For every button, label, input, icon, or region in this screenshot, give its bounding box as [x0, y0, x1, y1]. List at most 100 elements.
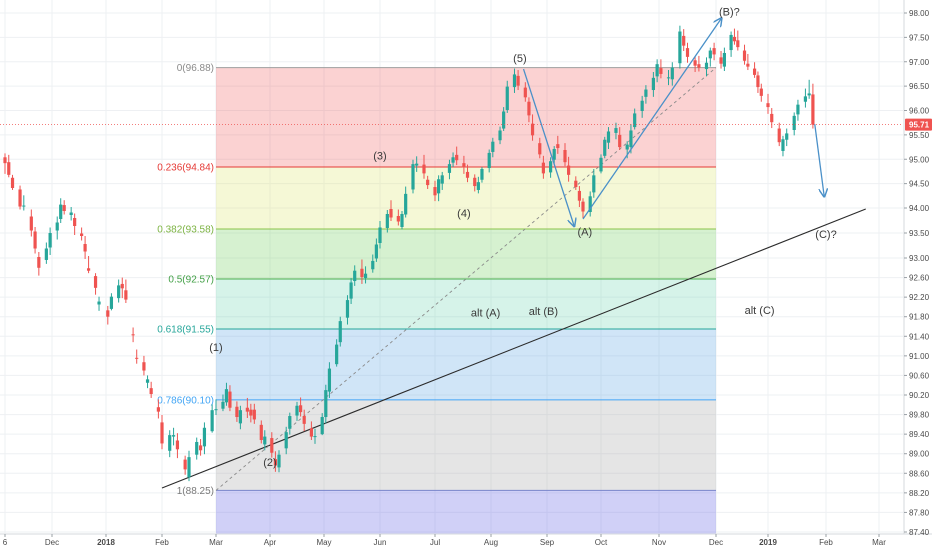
time-tick-label: Oct	[595, 538, 608, 547]
candle-body	[752, 68, 757, 75]
time-tick-label: May	[316, 538, 331, 547]
candle-body	[625, 144, 629, 150]
candle	[708, 47, 712, 67]
candle	[574, 176, 578, 190]
candle	[29, 209, 33, 237]
candle-body	[811, 94, 815, 125]
candle	[678, 25, 682, 69]
candle	[302, 409, 306, 432]
candle	[606, 127, 611, 150]
candle-body	[363, 273, 368, 279]
candle-body	[588, 196, 592, 212]
candle	[187, 450, 191, 482]
candle-body	[746, 63, 750, 67]
price-tick-label: 90.20	[909, 391, 930, 400]
candle-body	[732, 36, 737, 42]
candle-body	[389, 209, 393, 218]
price-tick-label: 89.80	[909, 411, 930, 420]
candle	[592, 169, 596, 198]
price-tick-label: 89.00	[909, 450, 930, 459]
fib-level-label: 0.5(92.57)	[168, 275, 214, 286]
price-tick-label: 89.40	[909, 430, 930, 439]
candle-body	[135, 357, 139, 359]
candle	[7, 154, 11, 178]
time-tick-label: Dec	[709, 538, 723, 547]
projection-arrows[interactable]	[522, 19, 825, 226]
candle	[633, 108, 637, 130]
candle-body	[284, 432, 288, 449]
candle	[135, 349, 139, 364]
candle-body	[48, 233, 52, 248]
fib-level-label: 0.618(91.55)	[157, 324, 214, 335]
fib-zone	[216, 229, 716, 280]
candle-body	[33, 231, 37, 249]
candle	[796, 99, 800, 121]
candle	[527, 97, 531, 123]
candle-body	[360, 268, 364, 278]
candle-body	[666, 77, 671, 79]
price-tick-label: 91.00	[909, 352, 930, 361]
candle-body	[214, 409, 218, 411]
candle-body	[614, 128, 618, 133]
candle-body	[142, 362, 146, 371]
candle-body	[259, 424, 263, 441]
candle-body	[44, 248, 48, 260]
trendlines[interactable]	[161, 67, 866, 491]
projection-arrow[interactable]	[814, 124, 824, 196]
candle	[670, 62, 674, 86]
candle	[465, 164, 470, 183]
candle-body	[541, 162, 545, 174]
price-tick-label: 98.00	[909, 9, 930, 18]
candle	[263, 430, 267, 451]
candle-body	[97, 301, 101, 305]
candle	[396, 209, 400, 226]
candle	[48, 227, 52, 255]
candle-body	[86, 268, 91, 271]
candle	[338, 316, 342, 347]
candle	[722, 47, 726, 72]
price-tick-label: 95.50	[909, 131, 930, 140]
candle	[693, 56, 697, 72]
fibonacci-retracement[interactable]: 0(96.88) 0.236(94.84) 0.382(93.58) 0.5(92.5…	[157, 63, 716, 555]
projection-arrow[interactable]	[582, 19, 721, 220]
candle-body	[530, 123, 535, 136]
wave-label: alt (B)	[529, 306, 558, 318]
candle-body	[245, 407, 249, 412]
trendline-channel[interactable]	[215, 67, 717, 491]
candle	[538, 137, 542, 159]
trendline-support[interactable]	[161, 208, 866, 489]
candle-body	[462, 163, 466, 168]
price-tick-label: 94.50	[909, 180, 930, 189]
candle	[792, 112, 796, 136]
candle	[55, 216, 59, 240]
candle-body	[371, 260, 375, 270]
candle-body	[171, 435, 176, 437]
candle	[198, 439, 203, 456]
candle	[183, 455, 187, 475]
candle	[516, 70, 520, 91]
candle	[353, 265, 357, 286]
candle-body	[803, 96, 808, 102]
candle-body	[411, 164, 415, 190]
candle	[502, 107, 506, 131]
candle-body	[629, 130, 633, 148]
candle	[124, 279, 128, 304]
candle-body	[644, 89, 648, 97]
candle	[324, 384, 328, 424]
candle	[374, 238, 378, 262]
candle	[10, 174, 15, 190]
candle	[712, 42, 716, 61]
candle	[811, 83, 815, 129]
time-tick-label: Feb	[155, 538, 169, 547]
candle-body	[160, 422, 164, 444]
time-axis-background	[0, 534, 932, 550]
projection-arrow[interactable]	[522, 68, 574, 225]
price-tick-label: 90.60	[909, 371, 930, 380]
candle-body	[277, 454, 281, 468]
candle	[549, 157, 553, 178]
time-tick-label: 6	[3, 538, 8, 547]
candle	[807, 79, 811, 99]
fib-level-label: 0(96.88)	[177, 63, 214, 74]
